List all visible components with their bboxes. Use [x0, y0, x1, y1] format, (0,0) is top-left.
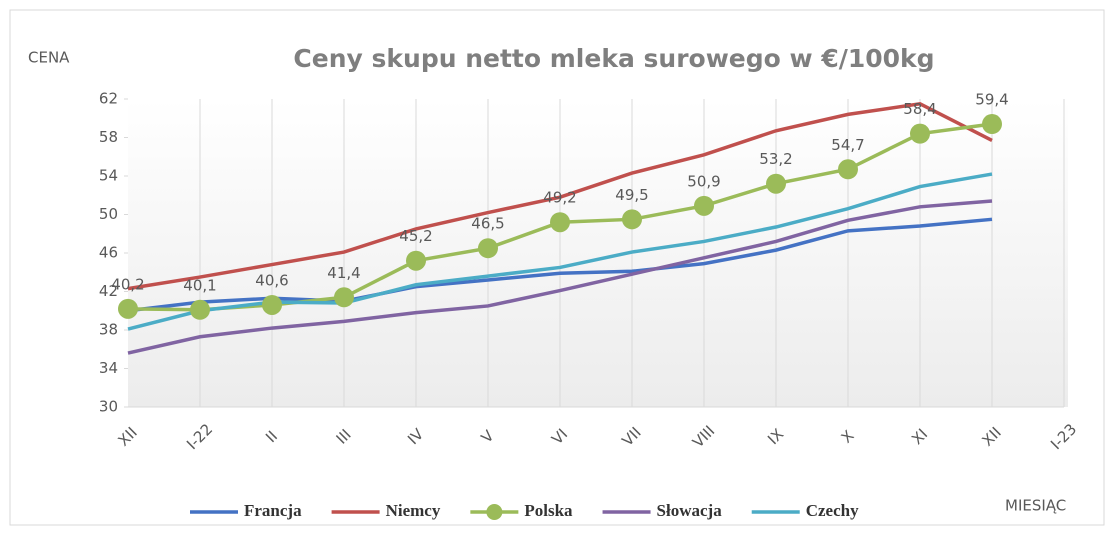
- data-label: 40,2: [111, 275, 144, 293]
- data-label: 45,2: [399, 227, 432, 245]
- marker: [406, 250, 426, 271]
- line-series: [127, 102, 993, 291]
- y-tick-label: 58: [99, 128, 118, 146]
- y-tick-label: 30: [99, 398, 118, 416]
- marker: [262, 294, 282, 315]
- data-label: 59,4: [975, 91, 1008, 109]
- y-axis-label: CENA: [28, 49, 70, 67]
- marker: [838, 159, 858, 180]
- data-label: 46,5: [471, 215, 504, 233]
- plot-area: [128, 99, 1068, 407]
- marker: [118, 298, 138, 319]
- data-label: 41,4: [327, 264, 360, 282]
- y-tick-label: 62: [99, 90, 118, 108]
- legend-marker: [486, 504, 503, 520]
- marker: [550, 212, 570, 233]
- marker: [694, 195, 714, 216]
- legend-label: Polska: [524, 501, 573, 520]
- legend-label: Słowacja: [657, 501, 723, 520]
- data-label: 49,5: [615, 186, 648, 204]
- legend-label: Czechy: [806, 501, 859, 520]
- y-tick-label: 46: [99, 244, 118, 262]
- y-tick-label: 42: [99, 282, 118, 300]
- marker: [910, 123, 930, 144]
- x-axis-label: MIESIĄC: [1005, 497, 1066, 515]
- data-label: 53,2: [759, 150, 792, 168]
- data-label: 40,6: [255, 271, 288, 289]
- y-tick-label: 38: [99, 321, 118, 339]
- marker: [766, 173, 786, 194]
- data-label: 49,2: [543, 189, 576, 207]
- data-label: 58,4: [903, 100, 936, 118]
- legend-label: Francja: [244, 501, 302, 520]
- marker: [334, 287, 354, 308]
- y-tick-label: 34: [99, 359, 118, 377]
- legend-label: Niemcy: [386, 501, 441, 520]
- data-label: 50,9: [687, 172, 720, 190]
- y-tick-label: 54: [99, 167, 118, 185]
- marker: [622, 209, 642, 230]
- y-tick-label: 50: [99, 205, 118, 223]
- marker: [982, 114, 1002, 135]
- data-label: 54,7: [831, 136, 864, 154]
- line-series: [127, 199, 993, 355]
- data-label: 40,1: [183, 276, 216, 294]
- marker: [478, 238, 498, 259]
- chart-title: Ceny skupu netto mleka surowego w €/100k…: [293, 44, 934, 73]
- marker: [190, 299, 210, 320]
